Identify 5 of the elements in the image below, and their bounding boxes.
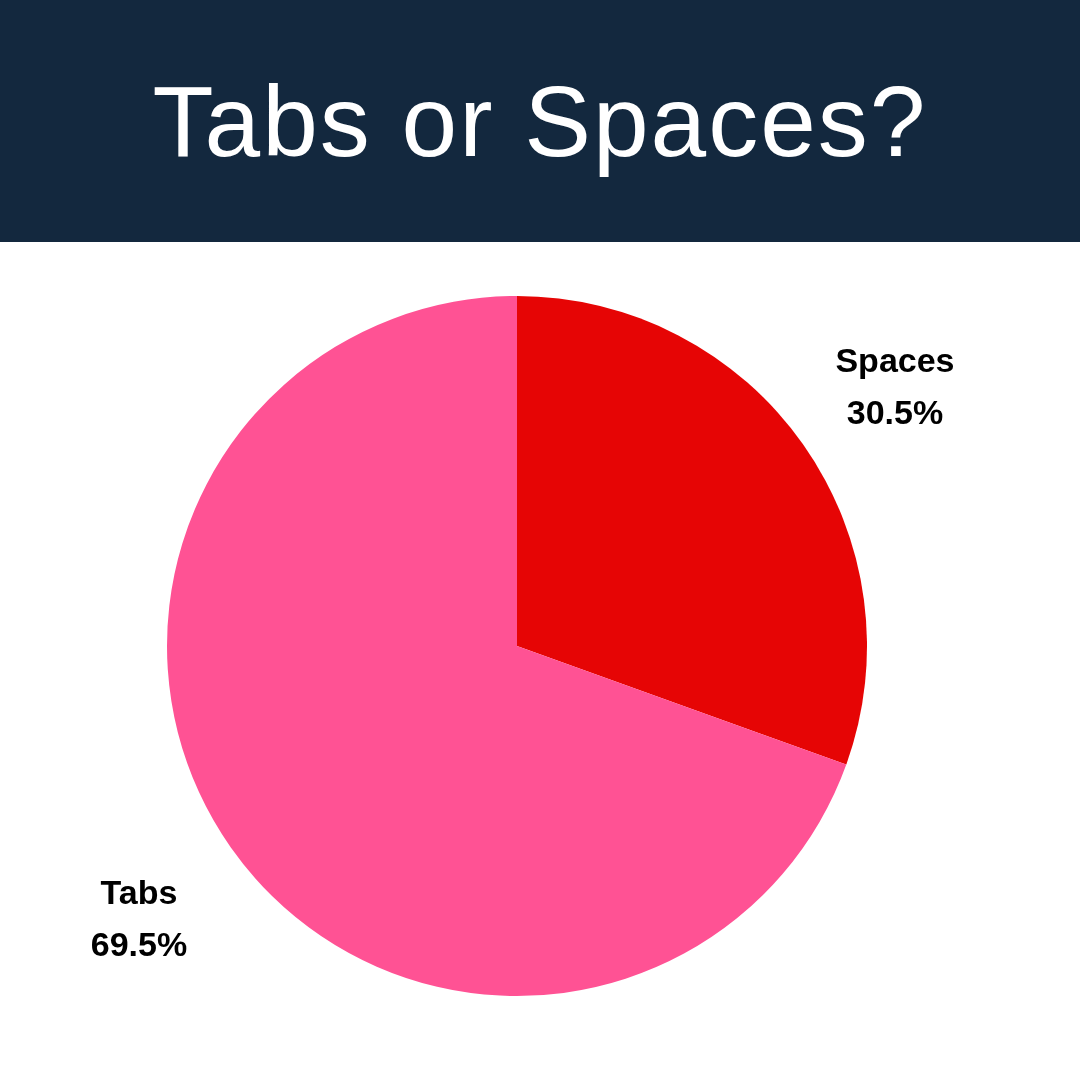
chart-title: Tabs or Spaces?	[152, 63, 928, 179]
data-label: 30.5%	[846, 393, 944, 432]
slice-label: Tabs	[100, 872, 178, 911]
data-label: 69.5%	[90, 924, 188, 963]
slice-label: Spaces	[835, 341, 955, 380]
